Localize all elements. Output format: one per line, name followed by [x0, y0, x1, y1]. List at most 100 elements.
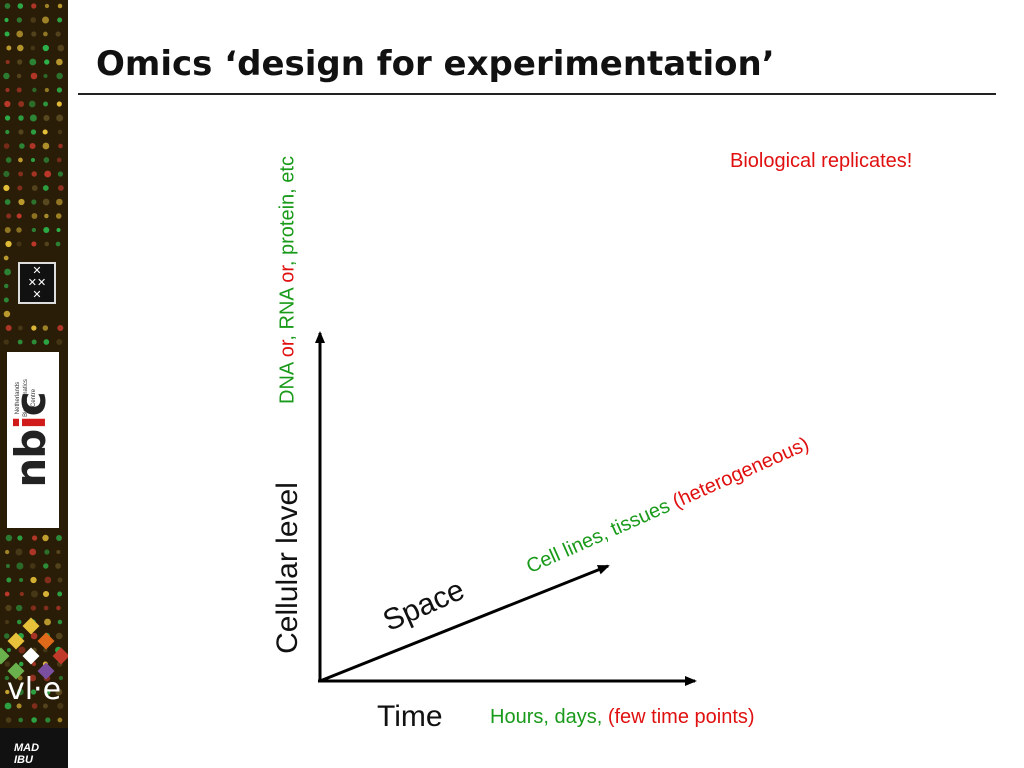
array-spot: [42, 16, 49, 24]
array-spot: [43, 157, 50, 163]
array-spot: [44, 549, 50, 555]
array-spot: [16, 703, 22, 709]
array-spot: [57, 577, 63, 583]
array-spot: [16, 87, 22, 93]
array-spot: [3, 255, 9, 261]
array-spot: [4, 199, 11, 205]
array-spot: [43, 73, 48, 79]
array-spot: [31, 703, 38, 709]
array-spot: [30, 576, 37, 584]
array-spot: [55, 31, 61, 37]
text-run: (few time points): [607, 706, 755, 728]
array-spot: [31, 241, 37, 247]
array-spot: [3, 72, 10, 80]
array-spot: [56, 535, 62, 541]
array-spot: [30, 605, 37, 611]
array-spot: [42, 198, 50, 206]
array-spot: [31, 199, 37, 205]
array-spot: [29, 674, 37, 682]
array-spot: [44, 688, 51, 696]
x-axis-detail: Hours, days, (few time points): [490, 706, 755, 729]
array-spot: [44, 87, 50, 93]
array-spot: [29, 563, 36, 569]
array-spot: [57, 129, 63, 135]
vle-diamond-icon: [0, 617, 68, 680]
array-spot: [5, 240, 12, 248]
array-spot: [30, 689, 37, 695]
array-spot: [56, 549, 61, 555]
array-spot: [6, 647, 11, 653]
array-spot: [44, 170, 52, 178]
array-spot: [57, 3, 63, 9]
array-spot: [3, 143, 10, 149]
array-spot: [4, 3, 11, 9]
array-spot: [31, 171, 37, 177]
array-spot: [31, 717, 37, 723]
array-spot: [44, 576, 52, 584]
array-spot: [44, 59, 50, 65]
nbic-logo: Netherlands Bioinformatics Centre nbic: [7, 352, 59, 528]
array-spot: [30, 45, 36, 51]
array-spot: [30, 72, 38, 80]
x-axis-label: Time: [377, 700, 443, 733]
array-spot: [42, 703, 48, 709]
array-spot: [31, 227, 37, 233]
array-spot: [5, 324, 12, 332]
array-spot: [31, 535, 38, 541]
array-spot: [16, 213, 22, 219]
text-run: DNA: [276, 362, 299, 404]
array-spot: [29, 143, 36, 149]
array-spot: [31, 3, 37, 9]
array-spot: [18, 661, 24, 667]
array-spot: [4, 17, 9, 23]
array-spot: [57, 185, 64, 191]
array-spot: [16, 227, 22, 233]
array-spot: [57, 591, 63, 597]
text-run: or: [276, 266, 299, 289]
array-spot: [32, 661, 37, 667]
array-spot: [5, 534, 13, 542]
mad-ibu-wordmark: MAD IBU: [14, 742, 40, 766]
array-spot: [16, 17, 23, 23]
array-spot: [43, 101, 49, 107]
array-spot: [17, 535, 23, 541]
text-run: ,: [276, 329, 299, 341]
biological-replicates-note: Biological replicates!: [730, 150, 913, 172]
array-spot: [4, 633, 10, 639]
array-spot: [17, 44, 24, 52]
array-spot: [44, 3, 50, 9]
uva-logo: ✕ ✕✕ ✕: [18, 262, 56, 304]
array-spot: [55, 563, 61, 569]
array-spot: [4, 31, 10, 37]
array-spot: [3, 297, 9, 303]
array-spot: [5, 563, 10, 569]
array-spot: [57, 44, 65, 52]
array-spot: [17, 59, 23, 65]
array-spot: [28, 100, 36, 108]
array-spot: [5, 717, 12, 723]
array-spot: [42, 534, 49, 542]
array-spot: [31, 325, 37, 331]
array-spot: [18, 171, 24, 177]
array-spot: [18, 101, 25, 107]
array-spot: [45, 717, 51, 723]
array-spot: [57, 17, 63, 23]
array-spot: [29, 114, 37, 122]
text-run: , protein, etc: [276, 156, 299, 267]
array-spot: [18, 129, 24, 135]
array-spot: [19, 591, 24, 597]
array-spot: [43, 563, 49, 569]
array-spot: [30, 632, 38, 640]
array-spot: [4, 115, 11, 121]
array-spot: [4, 268, 11, 276]
array-spot: [17, 3, 24, 9]
array-spot: [18, 325, 23, 331]
title-divider: [78, 93, 996, 95]
array-spot: [5, 689, 10, 695]
array-spot: [19, 143, 25, 149]
array-spot: [43, 339, 50, 345]
array-spot: [44, 618, 51, 626]
array-spot: [31, 339, 37, 345]
array-spot: [42, 590, 50, 598]
array-spot: [58, 143, 63, 149]
